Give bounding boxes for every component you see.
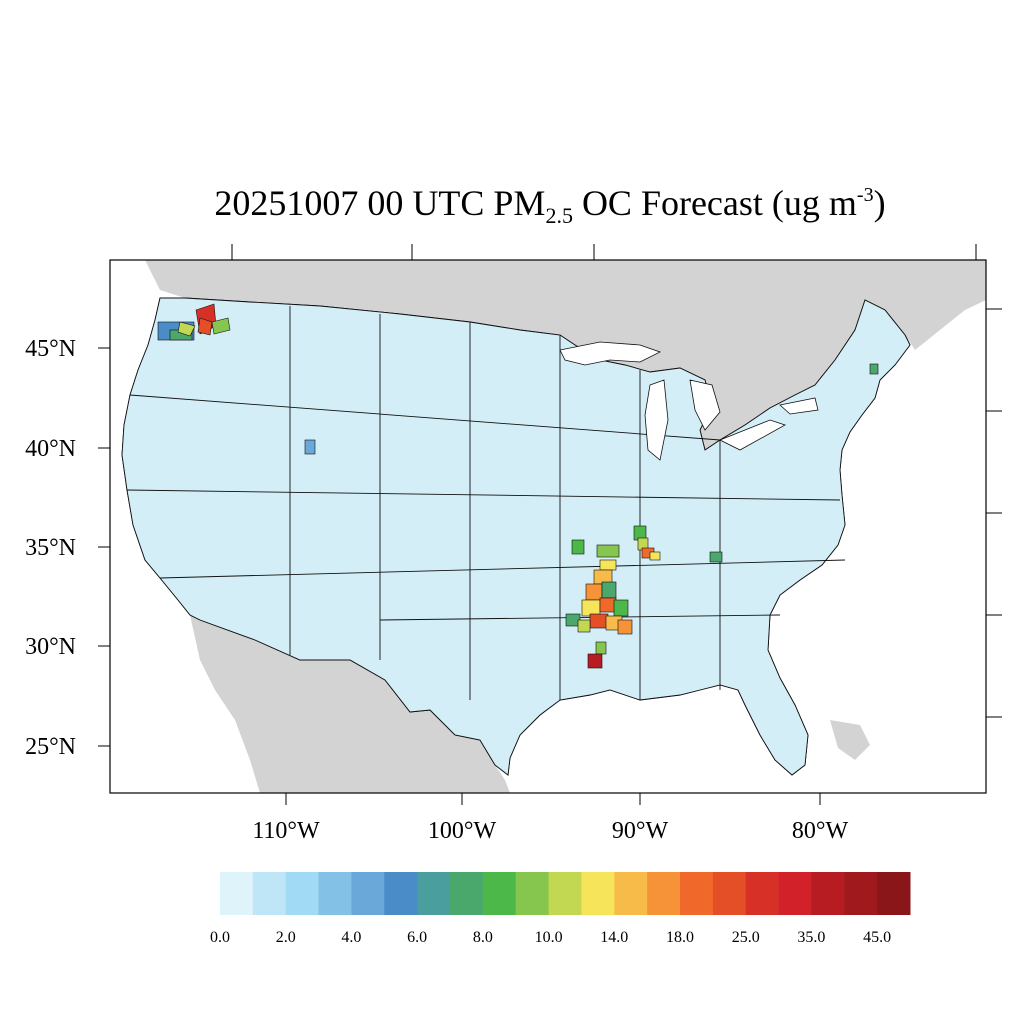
map-title: 20251007 00 UTC PM2.5 OC Forecast (ug m-…	[0, 182, 1024, 229]
lat-label: 40°N	[25, 436, 76, 462]
longitude-labels: 110°W 100°W 90°W 80°W	[252, 818, 848, 844]
state-lines	[126, 306, 846, 700]
colorbar-swatch	[285, 872, 320, 915]
colorbar-label: 2.0	[276, 929, 296, 946]
lat-label: 25°N	[25, 734, 76, 760]
colorbar-swatch	[482, 872, 517, 915]
colorbar-label: 8.0	[473, 929, 493, 946]
colorbar-swatch	[417, 872, 451, 915]
colorbar-label: 6.0	[407, 929, 427, 946]
map-ticks	[98, 244, 1002, 805]
colorbar-swatch	[581, 872, 615, 915]
hotspots-mississippi	[565, 363, 879, 669]
lake-superior	[559, 341, 662, 366]
lon-label: 80°W	[792, 818, 849, 844]
canada-land	[145, 260, 986, 450]
colorbar-label: 4.0	[341, 929, 361, 946]
colorbar-swatch	[877, 872, 911, 915]
map-area	[110, 260, 986, 793]
title-superscript: -3	[856, 184, 874, 206]
colorbar-swatch	[778, 872, 812, 915]
lon-label: 110°W	[252, 818, 320, 844]
colorbar-label: 0.0	[210, 929, 230, 946]
caribbean-land	[830, 720, 870, 760]
colorbar-swatch	[318, 872, 352, 915]
lon-label: 100°W	[428, 818, 497, 844]
lon-label: 90°W	[612, 818, 669, 844]
colorbar-swatch	[351, 872, 385, 915]
lake-ontario	[779, 397, 819, 415]
colorbar-swatch	[450, 872, 484, 915]
title-main: 20251007 00 UTC PM	[214, 183, 546, 223]
colorbar-label: 18.0	[666, 929, 694, 946]
map-frame	[109, 259, 987, 794]
lake-huron	[689, 379, 721, 431]
colorbar-label: 25.0	[732, 929, 760, 946]
colorbar-swatch	[844, 872, 878, 915]
colorbar-swatch	[548, 872, 582, 915]
colorbar-swatch	[614, 872, 648, 915]
colorbar-swatch	[811, 872, 845, 915]
hotspots-northwest	[157, 303, 316, 455]
title-middle: OC Forecast (ug m	[572, 183, 857, 223]
title-subscript: 2.5	[545, 203, 573, 228]
colorbar-swatch	[252, 872, 287, 915]
colorbar-swatch	[680, 872, 714, 915]
lat-label: 45°N	[25, 336, 76, 362]
colorbar-label: 35.0	[797, 929, 825, 946]
colorbar-swatch	[220, 872, 254, 915]
colorbar	[220, 872, 911, 915]
lake-erie	[719, 419, 786, 451]
colorbar-label: 14.0	[600, 929, 628, 946]
lat-label: 35°N	[25, 535, 76, 561]
great-lakes	[559, 341, 819, 461]
latitude-labels: 25°N 30°N 35°N 40°N 45°N	[25, 336, 76, 760]
title-end: )	[873, 183, 886, 223]
colorbar-swatch	[647, 872, 681, 915]
colorbar-label: 10.0	[535, 929, 563, 946]
lat-label: 30°N	[25, 634, 76, 660]
lake-michigan	[644, 379, 669, 461]
colorbar-swatch	[712, 872, 747, 915]
colorbar-label: 45.0	[863, 929, 891, 946]
colorbar-swatch	[384, 872, 418, 915]
colorbar-swatch	[515, 872, 550, 915]
mexico-land	[190, 615, 510, 793]
colorbar-labels: 0.0 2.0 4.0 6.0 8.0 10.0 14.0 18.0 25.0 35.0 45.0	[210, 929, 891, 946]
colorbar-swatch	[745, 872, 780, 915]
